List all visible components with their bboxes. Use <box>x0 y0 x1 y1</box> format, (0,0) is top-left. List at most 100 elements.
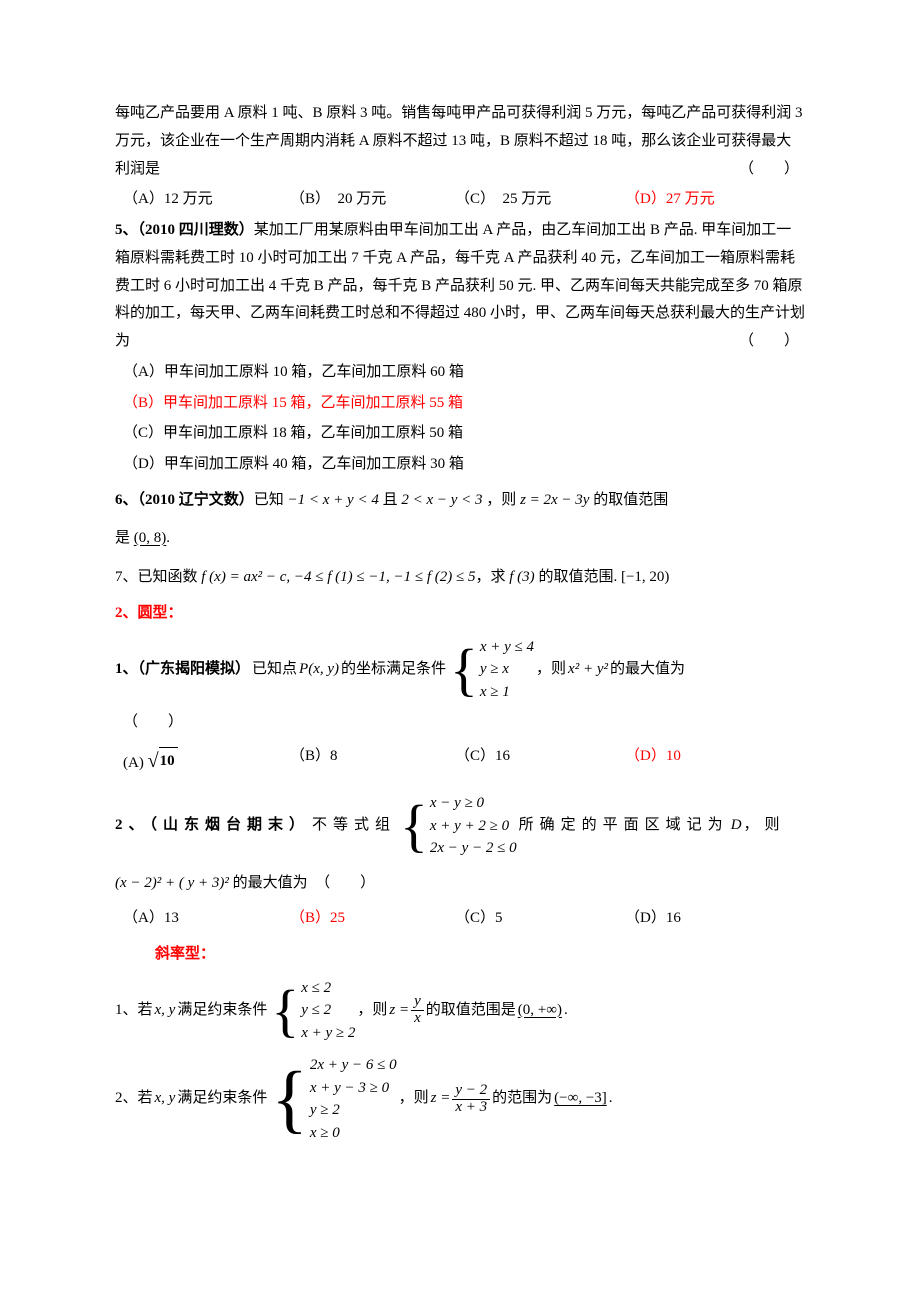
s3q2-num: y − 2 <box>452 1083 490 1100</box>
q6-t1: 已知 <box>254 492 284 508</box>
q4-choice-a: （A）12 万元 <box>115 186 290 214</box>
s3q1-num: y <box>411 994 424 1011</box>
s3q1-m2pre: z = <box>389 997 409 1025</box>
brace-icon: { <box>271 986 299 1035</box>
s3q1-t2: ，则 <box>357 997 387 1025</box>
s2q1-m1: P(x, y) <box>299 656 339 684</box>
s2q2-choice-d: （D）16 <box>625 905 805 933</box>
s2q1-a-pre: (A) <box>123 755 148 771</box>
s3q1-b1: x ≤ 2 <box>301 977 355 1000</box>
s2q2-b2: x + y + 2 ≥ 0 <box>430 815 517 838</box>
s3q2-b4: x ≥ 0 <box>310 1122 397 1145</box>
s3q1-frac: y x <box>411 994 424 1027</box>
q6-label: 6、（2010 辽宁文数） <box>115 492 254 508</box>
brace-icon: { <box>450 645 478 694</box>
q6-t4: 的取值范围 <box>593 492 668 508</box>
s2q1-brace-lines: x + y ≤ 4 y ≥ x x ≥ 1 <box>480 636 534 704</box>
q5-choice-a: （A）甲车间加工原料 10 箱，乙车间加工原料 60 箱 <box>115 359 805 387</box>
q7-ans: [−1, 20) <box>621 569 669 585</box>
q4-body: 每吨乙产品要用 A 原料 1 吨、B 原料 3 吨。销售每吨甲产品可获得利润 5… <box>115 105 803 177</box>
s3q1-den: x <box>411 1011 424 1027</box>
q5-body: 某加工厂用某原料由甲车间加工出 A 产品，由乙车间加工出 B 产品. 甲车间加工… <box>115 222 805 349</box>
s3q2-t3: 的范围为 <box>492 1085 552 1113</box>
s2q2-t1: 不等式组 <box>312 812 396 840</box>
s2q2-brace: { x − y ≥ 0 x + y + 2 ≥ 0 2x − y − 2 ≤ 0 <box>400 792 517 860</box>
s3q2-den: x + 3 <box>452 1100 490 1116</box>
q5-text: 5、（2010 四川理数）某加工厂用某原料由甲车间加工出 A 产品，由乙车间加工… <box>115 217 805 356</box>
s3q1-t1: 满足约束条件 <box>177 997 267 1025</box>
s3q2-t1: 满足约束条件 <box>177 1085 267 1113</box>
s2q1-m2: x² + y² <box>568 656 608 684</box>
q6-t6: . <box>166 530 170 546</box>
s2q1-t2: 的坐标满足条件 <box>341 656 446 684</box>
s3q2-m2pre: z = <box>431 1085 451 1113</box>
s2q2-t2: 所确定的平面区域记为 <box>519 812 729 840</box>
s2q1-t4: 的最大值为 <box>610 656 685 684</box>
s3q2-label: 2、若 <box>115 1085 153 1113</box>
s3q2-m1: x, y <box>155 1085 176 1113</box>
q6-ans: (0, 8) <box>134 530 167 546</box>
s3q1-line: 1、若 x, y 满足约束条件 { x ≤ 2 y ≤ 2 x + y ≥ 2 … <box>115 975 805 1047</box>
q7-label: 7、已知函数 <box>115 569 198 585</box>
s2q2-choices: （A）13 （B）25 （C）5 （D）16 <box>115 905 805 933</box>
q7-t1: ，求 <box>476 569 506 585</box>
q4-choice-c: （C） 25 万元 <box>455 186 625 214</box>
q6-t2: 且 <box>383 492 398 508</box>
s3q1-m1: x, y <box>155 997 176 1025</box>
s2q2-b3: 2x − y − 2 ≤ 0 <box>430 837 517 860</box>
s2q1-b3: x ≥ 1 <box>480 681 534 704</box>
section-3-title: 斜率型： <box>115 941 805 969</box>
s2q1-a-val: 10 <box>159 747 178 776</box>
q5-label: 5、（2010 四川理数） <box>115 222 254 238</box>
s2q2-t4: 的最大值为 （ ） <box>233 875 376 891</box>
brace-icon: { <box>271 1067 307 1132</box>
s2q2-line1: 2、（山东烟台期末） 不等式组 { x − y ≥ 0 x + y + 2 ≥ … <box>115 790 805 862</box>
s2q1-b2: y ≥ x <box>480 658 534 681</box>
s2q1-choices: (A) √10 （B）8 （C）16 （D）10 <box>115 743 805 780</box>
sqrt-icon: √10 <box>148 743 178 780</box>
s2q1-line: 1、（广东揭阳模拟） 已知点 P(x, y) 的坐标满足条件 { x + y ≤… <box>115 634 805 706</box>
q6-t5: 是 <box>115 530 130 546</box>
s3q1-label: 1、若 <box>115 997 153 1025</box>
s2q1-t1: 已知点 <box>252 656 297 684</box>
s3q1-t4: . <box>564 997 568 1025</box>
section-2-title: 2、圆型： <box>115 600 805 628</box>
s2q1-t3: ，则 <box>536 656 566 684</box>
s3q2-b3: y ≥ 2 <box>310 1099 397 1122</box>
s3q2-brace-lines: 2x + y − 6 ≤ 0 x + y − 3 ≥ 0 y ≥ 2 x ≥ 0 <box>310 1054 397 1144</box>
q4-text: 每吨乙产品要用 A 原料 1 吨、B 原料 3 吨。销售每吨甲产品可获得利润 5… <box>115 100 805 183</box>
s2q2-b1: x − y ≥ 0 <box>430 792 517 815</box>
q4-choice-b: （B） 20 万元 <box>290 186 455 214</box>
q6-m1: −1 < x + y < 4 <box>288 492 379 508</box>
q6-m3: z = 2x − 3y <box>520 492 589 508</box>
brace-icon: { <box>400 801 428 850</box>
s2q1-choice-c: （C）16 <box>455 743 625 780</box>
q5-choice-d: （D）甲车间加工原料 40 箱，乙车间加工原料 30 箱 <box>115 451 805 479</box>
q4-choices: （A）12 万元 （B） 20 万元 （C） 25 万元 （D）27 万元 <box>115 186 805 214</box>
s3q1-b3: x + y ≥ 2 <box>301 1022 355 1045</box>
s2q1-label: 1、（广东揭阳模拟） <box>115 656 250 684</box>
q5-paren: （ ） <box>733 328 805 356</box>
s3q2-frac: y − 2 x + 3 <box>452 1083 490 1116</box>
s2q1-b1: x + y ≤ 4 <box>480 636 534 659</box>
s2q1-choice-a: (A) √10 <box>115 743 290 780</box>
s2q2-label: 2、（山东烟台期末） <box>115 812 310 840</box>
q4-paren: （ ） <box>733 156 805 184</box>
s2q2-m2: (x − 2)² + ( y + 3)² <box>115 875 229 891</box>
s3q2-brace: { 2x + y − 6 ≤ 0 x + y − 3 ≥ 0 y ≥ 2 x ≥… <box>271 1054 396 1144</box>
s3q1-brace: { x ≤ 2 y ≤ 2 x + y ≥ 2 <box>271 977 355 1045</box>
s2q2-choice-c: （C）5 <box>455 905 625 933</box>
q6-m2: 2 < x − y < 3 <box>401 492 482 508</box>
s3q2-b2: x + y − 3 ≥ 0 <box>310 1077 397 1100</box>
q5-choice-b: （B）甲车间加工原料 15 箱，乙车间加工原料 55 箱 <box>115 390 805 418</box>
s2q1-paren: （ ） <box>115 709 805 737</box>
s2q2-choice-a: （A）13 <box>115 905 290 933</box>
s2q2-t3: ，则 <box>744 812 786 840</box>
s3q2-t4: . <box>609 1085 613 1113</box>
s3q2-line: 2、若 x, y 满足约束条件 { 2x + y − 6 ≤ 0 x + y −… <box>115 1052 805 1146</box>
s3q2-t2: ，则 <box>399 1085 429 1113</box>
s3q1-b2: y ≤ 2 <box>301 999 355 1022</box>
s3q2-ans: (−∞, −3] <box>554 1085 607 1113</box>
s2q1-choice-b: （B）8 <box>290 743 455 780</box>
q7-m2: f (3) <box>509 569 534 585</box>
